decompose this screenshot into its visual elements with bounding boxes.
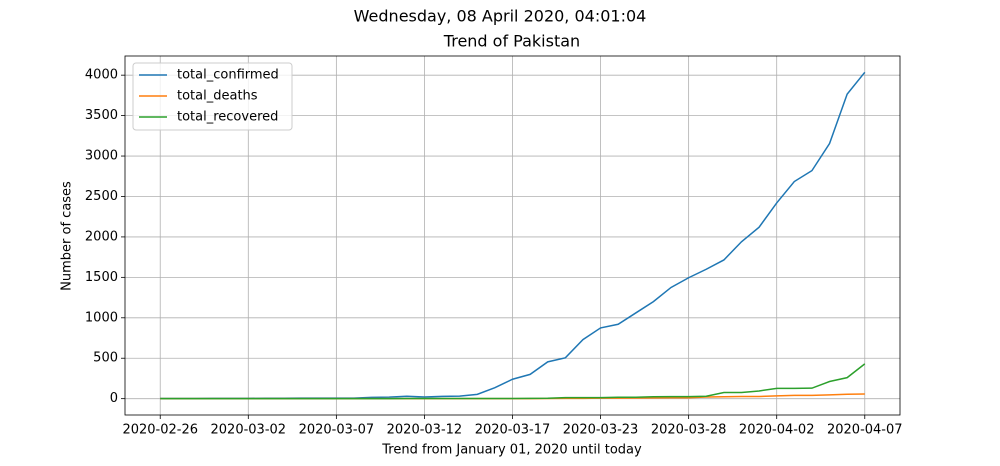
x-tick-label: 2020-03-17 bbox=[475, 423, 551, 438]
legend-box bbox=[132, 62, 293, 131]
y-tick-label: 2500 bbox=[85, 189, 118, 204]
y-axis-label: Number of cases bbox=[60, 181, 75, 291]
x-tick-label: 2020-04-07 bbox=[827, 423, 903, 438]
y-tick-label: 1500 bbox=[85, 270, 118, 285]
legend-label: total_deaths bbox=[177, 89, 258, 104]
x-axis-label: Trend from January 01, 2020 until today bbox=[381, 443, 642, 458]
x-tick-label: 2020-03-07 bbox=[299, 423, 375, 438]
x-tick-label: 2020-03-23 bbox=[563, 423, 639, 438]
line-series bbox=[160, 363, 866, 400]
x-tick-label: 2020-04-02 bbox=[739, 423, 815, 438]
chart-title: Trend of Pakistan bbox=[443, 32, 580, 51]
x-tick-label: 2020-03-02 bbox=[211, 423, 287, 438]
plot-frame bbox=[124, 55, 901, 416]
y-tick-label: 500 bbox=[93, 351, 118, 366]
legend-label: total_recovered bbox=[177, 110, 278, 125]
suptitle: Wednesday, 08 April 2020, 04:01:04 bbox=[354, 7, 647, 26]
y-tick-label: 3500 bbox=[85, 108, 118, 123]
y-tick-label: 1000 bbox=[85, 310, 118, 325]
x-tick-label: 2020-03-12 bbox=[387, 423, 463, 438]
x-tick-label: 2020-02-26 bbox=[122, 423, 198, 438]
y-tick-label: 2000 bbox=[85, 229, 118, 244]
y-tick-label: 4000 bbox=[85, 68, 118, 83]
legend-label: total_confirmed bbox=[177, 68, 279, 83]
x-tick-label: 2020-03-28 bbox=[651, 423, 727, 438]
y-tick-label: 0 bbox=[110, 391, 118, 406]
y-tick-label: 3000 bbox=[85, 149, 118, 164]
